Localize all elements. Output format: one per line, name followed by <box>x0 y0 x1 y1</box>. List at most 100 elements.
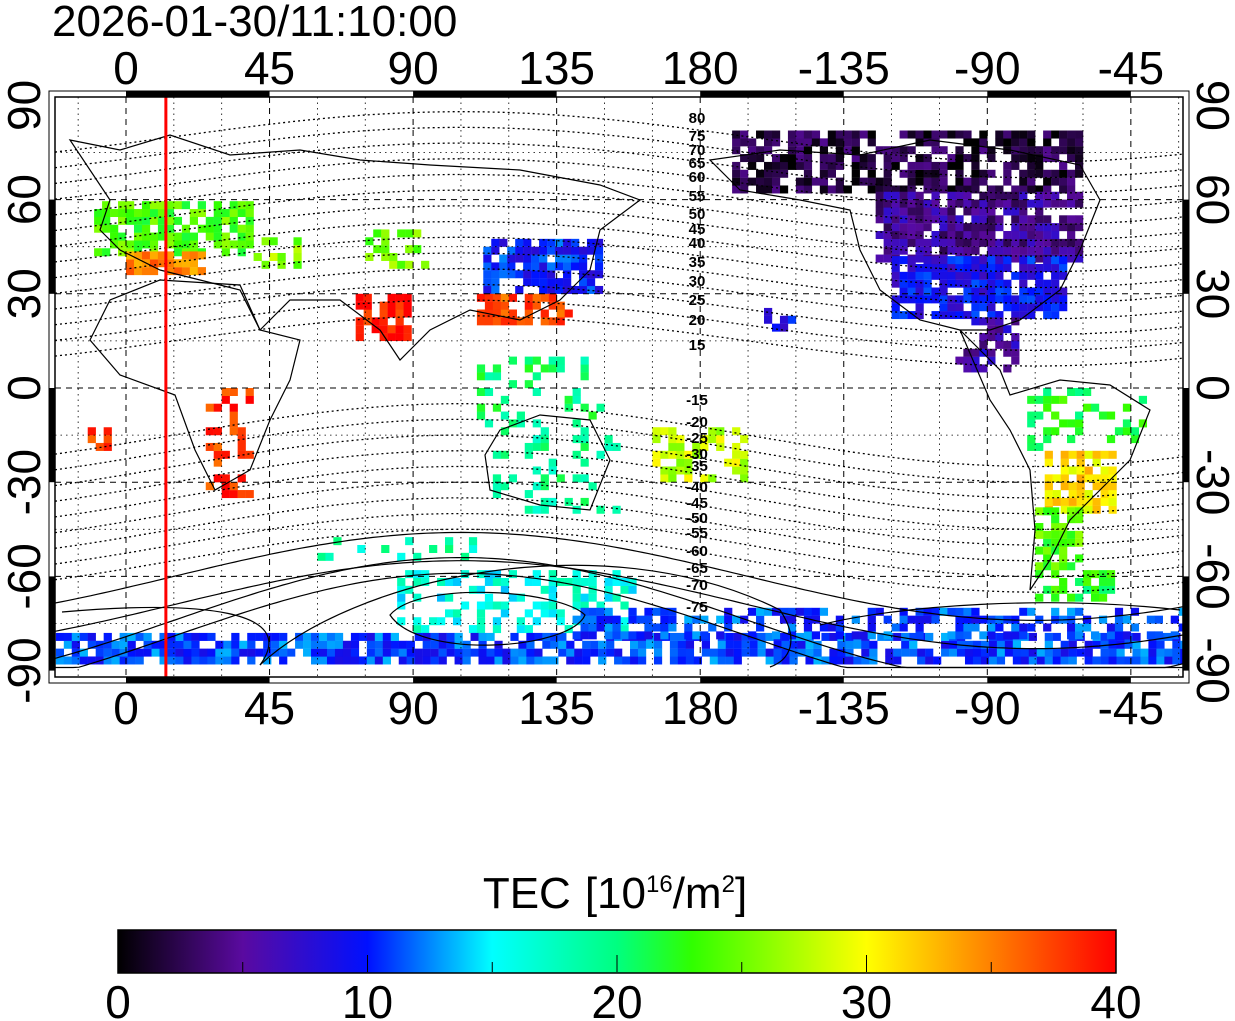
tec-cell <box>795 138 805 147</box>
tec-cell <box>923 154 932 163</box>
tec-cell <box>1060 458 1069 467</box>
tec-cell <box>478 656 487 665</box>
tec-cell <box>476 388 486 396</box>
tec-cell <box>963 199 972 208</box>
tec-cell <box>454 648 463 657</box>
tec-cell <box>1019 256 1028 265</box>
tec-cell <box>779 169 789 178</box>
tec-cell <box>756 615 765 624</box>
tec-cell <box>1035 411 1044 420</box>
tec-cell <box>588 570 597 579</box>
tec-cell <box>534 648 543 657</box>
tec-cell <box>540 474 549 483</box>
bottom-lon-tick-label: 0 <box>113 682 139 734</box>
tec-cell <box>955 311 964 320</box>
tec-cell <box>484 388 494 396</box>
tec-cell <box>492 474 502 483</box>
tec-cell <box>523 246 532 255</box>
tec-cell <box>901 632 910 641</box>
tec-cell <box>1044 490 1053 499</box>
graticule <box>55 97 1183 677</box>
tec-cell <box>221 490 230 499</box>
tec-cell <box>1035 295 1044 304</box>
tec-cell <box>556 364 565 373</box>
right-lat-tick-label: -90 <box>1187 637 1235 703</box>
tec-cell <box>532 442 541 451</box>
tec-cell <box>843 185 852 194</box>
tec-cell <box>515 246 524 255</box>
mlat-label: 80 <box>689 110 706 127</box>
tec-cell <box>652 450 661 459</box>
tec-cell <box>516 625 525 634</box>
tec-cell <box>915 169 924 178</box>
tec-cell <box>891 223 900 232</box>
tec-cell <box>652 435 661 444</box>
tec-cell <box>883 169 892 178</box>
tec-cell <box>540 364 549 373</box>
tec-cell <box>237 232 246 241</box>
tec-cell <box>1019 271 1028 280</box>
tec-cell <box>660 474 669 483</box>
tec-cell <box>1083 403 1092 412</box>
tec-cell <box>725 656 734 665</box>
tec-cell <box>987 146 996 155</box>
tec-cell <box>1092 474 1101 483</box>
tec-cell <box>1075 191 1084 200</box>
tec-cell <box>1051 287 1060 296</box>
tec-cell <box>295 632 304 641</box>
tec-cell <box>637 640 647 649</box>
tec-cell <box>1122 427 1132 436</box>
tec-cell <box>1043 435 1052 444</box>
tec-cell <box>430 632 439 641</box>
tec-cell <box>532 505 541 514</box>
tec-cell <box>1122 615 1132 624</box>
tec-cell <box>883 185 892 194</box>
tec-cell <box>143 648 152 657</box>
tec-cell <box>1106 585 1116 594</box>
top-longitude-axis: 0 45 90 135 180 -135 -90 -45 <box>113 42 1164 94</box>
tec-cell <box>628 577 637 586</box>
tec-cell <box>594 285 604 294</box>
tec-cell <box>724 615 733 624</box>
tec-cell <box>669 632 679 641</box>
tec-cell <box>1019 130 1028 139</box>
tec-cell <box>923 138 932 147</box>
tec-cell <box>837 640 846 649</box>
tec-cell <box>484 577 494 586</box>
tec-cell <box>588 411 597 420</box>
tec-cell <box>891 154 900 163</box>
tec-cell <box>845 656 854 665</box>
tec-cell <box>483 278 492 287</box>
tec-cell <box>277 260 286 269</box>
tec-cell <box>979 295 988 304</box>
tec-cell <box>141 224 151 233</box>
tec-cell <box>829 656 838 665</box>
tec-cell <box>126 259 135 268</box>
tec-cell <box>1027 231 1036 239</box>
tec-cell <box>135 656 144 665</box>
tec-cell <box>988 640 998 649</box>
tec-cell <box>397 593 406 602</box>
tec-cell <box>795 154 805 163</box>
tec-cell <box>963 295 972 304</box>
tec-cell <box>71 632 80 641</box>
tec-cell <box>955 356 964 365</box>
tec-cell <box>572 419 581 428</box>
tec-cell <box>491 285 500 294</box>
tec-cell <box>175 648 184 657</box>
tec-cell <box>518 656 527 665</box>
tec-cell <box>939 169 948 178</box>
tec-cell <box>231 640 240 649</box>
tec-cell <box>1075 411 1084 420</box>
tec-cell <box>971 154 980 163</box>
tec-cell <box>373 245 382 254</box>
tec-cell <box>1028 656 1037 665</box>
tec-cell <box>859 631 868 640</box>
tec-cell <box>387 325 396 334</box>
tec-cell <box>1035 215 1044 224</box>
tec-cell <box>500 585 510 594</box>
tec-cell <box>476 403 486 412</box>
tec-cell <box>1051 154 1060 163</box>
